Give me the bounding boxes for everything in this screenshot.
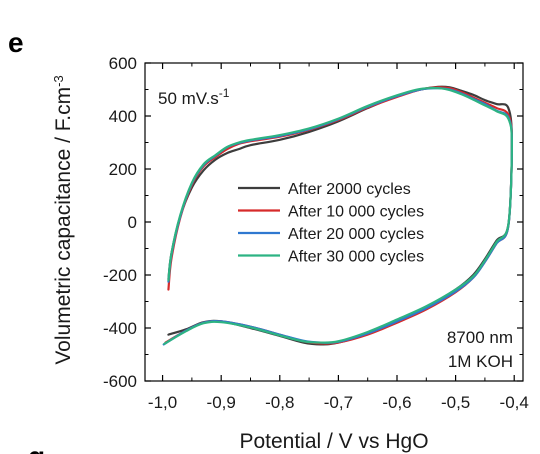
y-tick-label: 600 [109, 54, 137, 73]
series-line-4 [163, 86, 513, 345]
x-tick-label: -0,6 [382, 393, 411, 412]
scan-rate-label: 50 mV.s-1 [158, 86, 230, 108]
legend-label-2: After 10 000 cycles [288, 204, 424, 221]
x-tick-label: -0,5 [441, 393, 470, 412]
y-axis-title: Volumetric capacitance / F.cm-3 [51, 75, 76, 364]
y-tick-label: 400 [109, 107, 137, 126]
x-tick-label: -0,9 [207, 393, 236, 412]
next-panel-letter-cut: g [28, 441, 45, 454]
scan-rate-value: 50 mV.s [158, 89, 219, 108]
series-line-1 [167, 85, 513, 346]
y-tick-label: -200 [103, 266, 137, 285]
x-tick-label: -0,4 [500, 393, 529, 412]
y-axis-title-superscript: -3 [51, 75, 66, 87]
legend: After 2000 cycles After 10 000 cycles Afte… [238, 181, 424, 266]
y-tick-label: 0 [128, 213, 137, 232]
y-tick-label: 200 [109, 160, 137, 179]
x-tick-label: -1,0 [148, 393, 177, 412]
y-tick-label: -600 [103, 372, 137, 391]
thickness-label: 8700 nm [447, 328, 513, 347]
legend-label-1: After 2000 cycles [288, 181, 411, 198]
x-tick-label: -0,7 [324, 393, 353, 412]
tick-labels: -1,0 -0,9 -0,8 -0,7 -0,6 -0,5 -0,4 -600 -400 -200… [103, 54, 529, 412]
y-axis-title-main: Volumetric capacitance / F.cm [52, 87, 75, 365]
y-tick-label: -400 [103, 319, 137, 338]
legend-label-3: After 20 000 cycles [288, 226, 424, 243]
scan-rate-superscript: -1 [219, 86, 230, 100]
panel-letter: e [8, 27, 24, 58]
cv-curves [162, 85, 513, 346]
electrolyte-label: 1M KOH [448, 352, 513, 371]
x-tick-label: -0,8 [265, 393, 294, 412]
legend-label-4: After 30 000 cycles [288, 249, 424, 266]
axis-ticks [145, 62, 523, 382]
x-axis-title: Potential / V vs HgO [239, 430, 428, 453]
